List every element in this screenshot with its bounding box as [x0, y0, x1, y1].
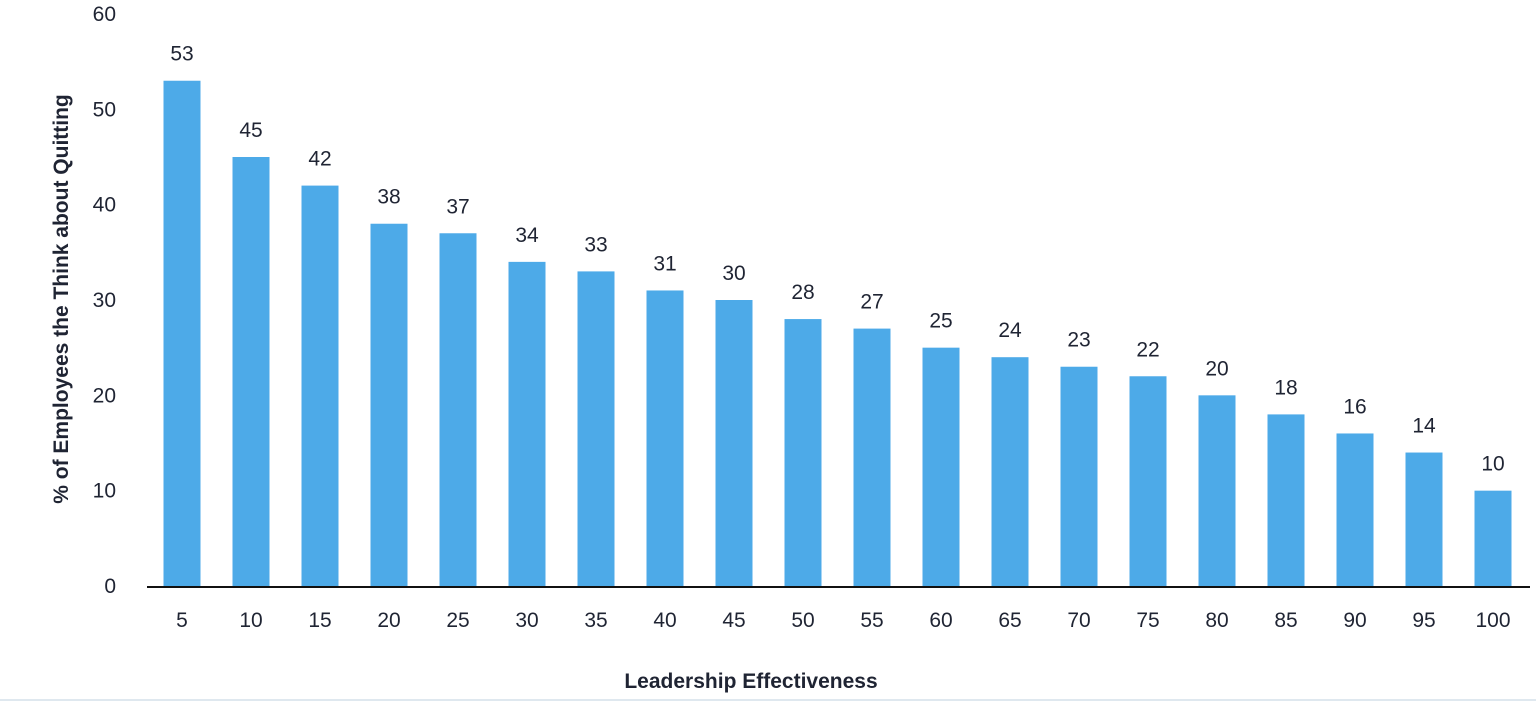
- bar: [232, 157, 270, 586]
- data-label: 23: [1067, 329, 1090, 352]
- data-label: 31: [653, 252, 676, 275]
- x-tick-label: 5: [176, 609, 188, 632]
- data-label: 45: [239, 119, 262, 142]
- data-label: 14: [1412, 415, 1436, 438]
- x-tick-label: 95: [1412, 609, 1435, 632]
- data-label: 37: [446, 195, 469, 218]
- x-tick-label: 80: [1205, 609, 1228, 632]
- bar: [646, 290, 684, 586]
- data-label: 27: [860, 291, 883, 314]
- y-tick-label: 20: [93, 384, 116, 407]
- x-axis-title: Leadership Effectiveness: [624, 670, 877, 693]
- x-tick-label: 65: [998, 609, 1021, 632]
- bar: [922, 347, 960, 586]
- bar: [1060, 366, 1098, 586]
- data-label: 24: [998, 319, 1022, 342]
- y-tick-label: 30: [93, 289, 116, 312]
- bar: [1405, 452, 1443, 586]
- bar: [508, 261, 546, 586]
- bar: [1129, 376, 1167, 586]
- data-label: 33: [584, 233, 607, 256]
- data-label: 38: [377, 186, 400, 209]
- x-tick-label: 85: [1274, 609, 1297, 632]
- data-label: 53: [170, 43, 193, 66]
- data-label: 20: [1205, 357, 1228, 380]
- data-label: 16: [1343, 395, 1366, 418]
- data-label: 28: [791, 281, 814, 304]
- bar: [1267, 414, 1305, 586]
- x-tick-label: 50: [791, 609, 814, 632]
- bar: [715, 300, 753, 586]
- y-tick-label: 0: [104, 575, 116, 598]
- y-axis-title: % of Employees the Think about Quitting: [50, 94, 73, 504]
- data-label: 34: [515, 224, 539, 247]
- x-tick-label: 100: [1475, 609, 1510, 632]
- data-label: 30: [722, 262, 745, 285]
- data-label: 25: [929, 310, 952, 333]
- x-tick-label: 25: [446, 609, 469, 632]
- y-tick-label: 60: [93, 3, 116, 26]
- bar: [163, 80, 201, 586]
- data-label: 42: [308, 148, 331, 171]
- data-label: 10: [1481, 453, 1504, 476]
- bar: [784, 319, 822, 586]
- x-axis-ticks: 5 10 15 20 25 30 35 40 45 50 55 60 65 70 75 80 85 90 95 100: [176, 609, 1510, 632]
- x-tick-label: 75: [1136, 609, 1159, 632]
- bar: [853, 328, 891, 586]
- bar: [439, 233, 477, 586]
- x-tick-label: 10: [239, 609, 262, 632]
- x-tick-label: 30: [515, 609, 538, 632]
- bars: [163, 80, 1512, 586]
- bar: [1336, 433, 1374, 586]
- y-axis-ticks: 0 10 20 30 40 50 60: [93, 3, 116, 598]
- x-tick-label: 20: [377, 609, 400, 632]
- data-label: 18: [1274, 376, 1297, 399]
- bar: [1474, 490, 1512, 586]
- y-tick-label: 50: [93, 98, 116, 121]
- bottom-divider: [0, 699, 1536, 701]
- x-tick-label: 55: [860, 609, 883, 632]
- bar: [1198, 395, 1236, 586]
- x-tick-label: 70: [1067, 609, 1090, 632]
- y-tick-label: 10: [93, 480, 116, 503]
- bar: [301, 185, 339, 586]
- data-labels: 53 45 42 38 37 34 33 31 30 28 27 25 24 23 22 20 18 16 14 10: [170, 43, 1504, 476]
- x-tick-label: 60: [929, 609, 952, 632]
- bar: [991, 357, 1029, 586]
- x-tick-label: 35: [584, 609, 607, 632]
- y-tick-label: 40: [93, 194, 116, 217]
- x-tick-label: 15: [308, 609, 331, 632]
- bar: [370, 223, 408, 586]
- data-label: 22: [1136, 338, 1159, 361]
- bar: [577, 271, 615, 586]
- x-tick-label: 40: [653, 609, 676, 632]
- x-tick-label: 45: [722, 609, 745, 632]
- x-tick-label: 90: [1343, 609, 1366, 632]
